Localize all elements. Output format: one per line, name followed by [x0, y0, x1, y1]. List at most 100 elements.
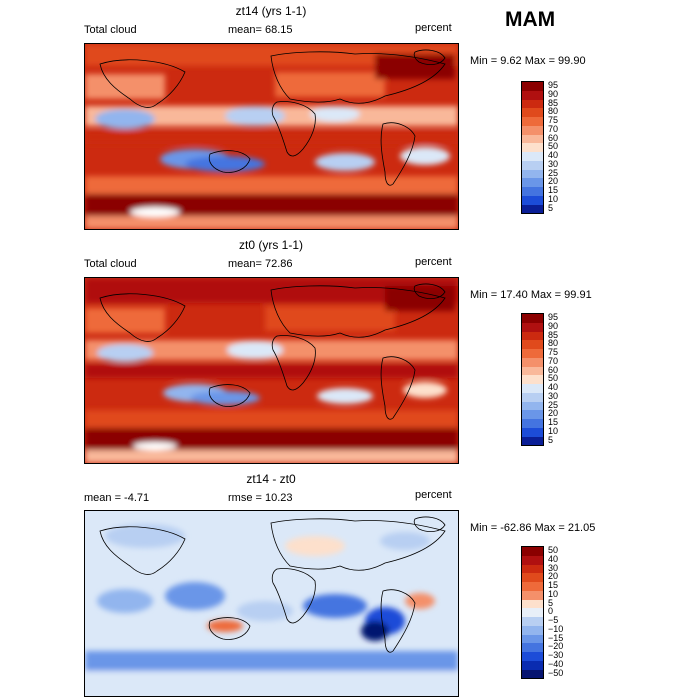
colorbar-segment — [522, 357, 543, 367]
colorbar-segment — [522, 195, 543, 205]
panel3-io-neg — [237, 601, 293, 621]
panel3-title: zt14 - zt0 — [246, 472, 296, 486]
colorbar-segment — [522, 375, 543, 384]
colorbar-tick-label: 10 — [548, 588, 559, 599]
panel3-greenland-coast — [413, 516, 446, 533]
panel2-africa-coast — [271, 335, 316, 391]
colorbar-tick-label: 70 — [548, 123, 559, 134]
colorbar-segment — [522, 419, 543, 428]
panel3-europe-pos — [285, 536, 345, 556]
panel2-so-storm — [85, 428, 458, 450]
panel2-eurasia-cloud — [265, 306, 395, 331]
colorbar-segment — [522, 178, 543, 187]
colorbar-tick-label: 20 — [548, 176, 559, 187]
panel3-coastlines — [99, 516, 446, 653]
colorbar-tick-label: 60 — [548, 132, 559, 143]
colorbar-segment — [522, 134, 543, 144]
panel1-eurasia-cloud — [275, 72, 385, 97]
colorbar-segment — [522, 547, 543, 556]
colorbar-tick-label: −20 — [548, 641, 564, 652]
panel3-colorbar-labels: 50 40 30 20 15 10 5 0 −5 −10 −15 −20 −30 −40 −50 — [548, 546, 563, 677]
colorbar-segment — [522, 99, 543, 109]
colorbar-tick-label: 30 — [548, 158, 559, 169]
colorbar-segment — [522, 608, 543, 617]
colorbar-tick-label: 15 — [548, 417, 559, 427]
panel2-sepac-clear — [317, 388, 373, 404]
colorbar-tick-label: 15 — [548, 185, 559, 195]
panel2-pacific-subtrop-n — [97, 344, 153, 362]
panel2-left-label: Total cloud — [84, 258, 137, 270]
panel3-namerica-coast — [99, 526, 186, 575]
colorbar-segment — [522, 204, 543, 214]
panel3-map — [84, 510, 459, 697]
panel1-map-svg — [85, 44, 458, 229]
panel1-satl-clear — [400, 147, 450, 165]
colorbar-segment — [522, 573, 543, 582]
colorbar-segment — [522, 401, 543, 411]
panel1-arabia-clear — [310, 106, 360, 122]
colorbar-tick-label: 70 — [548, 355, 559, 366]
colorbar-tick-label: 50 — [548, 141, 559, 152]
colorbar-segment — [522, 555, 543, 565]
colorbar-tick-label: 60 — [548, 364, 559, 375]
colorbar-segment — [522, 82, 543, 91]
panel2-title: zt0 (yrs 1-1) — [238, 238, 303, 252]
colorbar-tick-label: 5 — [548, 202, 554, 213]
panel1-left-label: Total cloud — [84, 24, 137, 36]
panel2-mean: mean= 72.86 — [228, 258, 293, 270]
colorbar-tick-label: 10 — [548, 193, 559, 204]
panel1-samerica-coast — [380, 122, 416, 186]
colorbar-segment — [522, 90, 543, 100]
panel1-na-cloud — [85, 74, 165, 99]
colorbar-tick-label: 95 — [548, 312, 559, 322]
colorbar-segment — [522, 117, 543, 126]
colorbar-tick-label: 0 — [548, 606, 554, 617]
colorbar-tick-label: 85 — [548, 97, 559, 108]
panel2-map — [84, 277, 459, 464]
colorbar-tick-label: −15 — [548, 632, 564, 643]
colorbar-segment — [522, 392, 543, 402]
colorbar-tick-label: −10 — [548, 623, 564, 634]
panel2-coastlines — [99, 283, 446, 420]
panel3-samerica-coast — [380, 589, 416, 653]
colorbar-segment — [522, 652, 543, 661]
colorbar-segment — [522, 599, 543, 609]
colorbar-tick-label: 30 — [548, 562, 559, 573]
panel3-wpac-neg — [165, 582, 225, 610]
colorbar-tick-label: 20 — [548, 408, 559, 419]
panel3-mean: mean = -4.71 — [84, 492, 150, 504]
panel2-aus-clear — [190, 391, 260, 405]
colorbar-tick-label: −40 — [548, 658, 564, 669]
panel3-minmax: Min = -62.86 Max = 21.05 — [470, 522, 596, 534]
panel2-australia-coast — [208, 384, 251, 407]
panel1-title: zt14 (yrs 1-1) — [235, 4, 307, 18]
colorbar-segment — [522, 617, 543, 626]
colorbar-tick-label: 85 — [548, 329, 559, 340]
colorbar-tick-label: 15 — [548, 580, 559, 590]
panel1-sepac-clear — [315, 153, 375, 171]
panel3-atl-pos — [405, 593, 435, 609]
panel3-rmse: rmse = 10.23 — [228, 492, 293, 504]
colorbar-tick-label: 20 — [548, 571, 559, 582]
colorbar-segment — [522, 349, 543, 358]
colorbar-segment — [522, 169, 543, 179]
panel2-namerica-coast — [99, 293, 186, 342]
colorbar-segment — [522, 160, 543, 170]
panel3-aus-pos — [207, 620, 243, 632]
colorbar-tick-label: 80 — [548, 338, 559, 349]
colorbar-segment — [522, 669, 543, 679]
colorbar-segment — [522, 582, 543, 591]
panel1-antarctic-clear — [130, 207, 180, 217]
colorbar-tick-label: 25 — [548, 167, 559, 178]
panel3-antarctic — [85, 671, 458, 696]
panel1-aus-clear — [185, 156, 265, 172]
season-title: MAM — [505, 8, 556, 31]
colorbar-segment — [522, 331, 543, 341]
panel2-satl-clear — [403, 382, 447, 398]
panel2-colorbar-labels: 95 90 85 80 75 70 60 50 40 30 25 20 15 10 5 — [548, 313, 558, 444]
panel1-antarctic — [85, 216, 458, 229]
panel2-antarctic — [85, 450, 458, 463]
panel2-na-cloud — [85, 308, 165, 333]
panel2-map-svg — [85, 278, 458, 463]
panel3-africa-coast — [271, 568, 316, 624]
